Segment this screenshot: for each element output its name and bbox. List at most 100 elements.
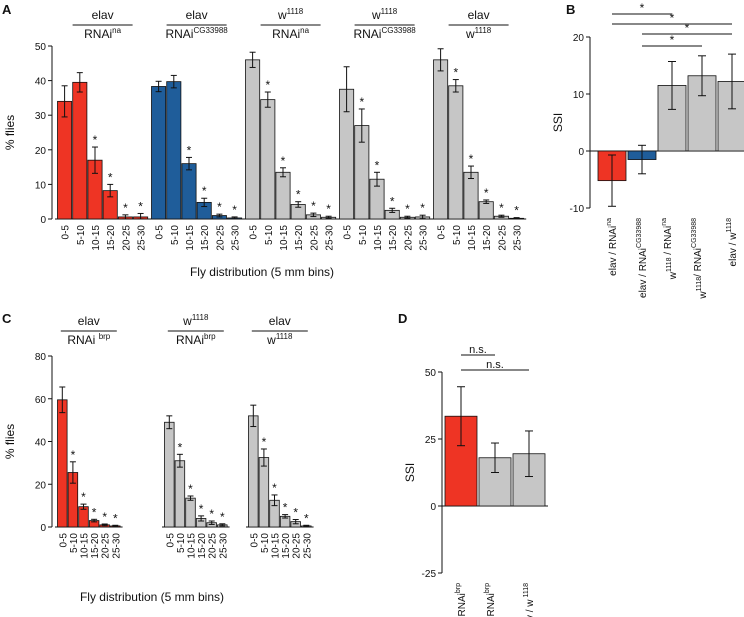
- category-label: 15-20: [90, 533, 101, 559]
- y-axis-title: SSI: [551, 113, 565, 132]
- y-tick-label: 60: [35, 395, 47, 406]
- category-label: 0-5: [58, 533, 69, 548]
- category-label: 15-20: [281, 533, 292, 559]
- bar-label: w1118/ RNAibrp: [484, 583, 502, 617]
- significance-star: *: [113, 511, 118, 525]
- category-label: 15-20: [482, 225, 493, 251]
- category-label: 25-30: [302, 533, 313, 559]
- category-label: 5-10: [452, 225, 463, 245]
- significance-star: *: [296, 188, 301, 202]
- significance-star: *: [262, 435, 267, 449]
- bar: [248, 415, 259, 528]
- category-label: 15-20: [106, 225, 117, 251]
- y-tick-label: 0: [40, 215, 46, 226]
- panel-label-c: C: [2, 311, 12, 326]
- category-label: 25-30: [513, 225, 524, 251]
- category-label: 20-25: [292, 533, 303, 559]
- y-tick-label: -10: [570, 204, 585, 215]
- significance-star: *: [209, 507, 214, 521]
- significance-star: *: [92, 505, 97, 519]
- bar: [433, 59, 449, 220]
- y-tick-label: 50: [35, 42, 47, 53]
- category-label: 10-15: [185, 225, 196, 251]
- category-label: 0-5: [249, 225, 260, 240]
- category-label: 10-15: [91, 225, 102, 251]
- bar-label: elav / RNAibrp: [455, 583, 468, 617]
- significance-star: *: [81, 490, 86, 504]
- genotype-bottom: RNAina: [84, 26, 121, 41]
- significance-star: *: [232, 203, 237, 217]
- category-label: 10-15: [279, 225, 290, 251]
- category-label: 20-25: [208, 533, 219, 559]
- bar: [181, 163, 197, 220]
- x-axis-title: Fly distribution (5 mm bins): [80, 590, 224, 604]
- category-label: 0-5: [437, 225, 448, 240]
- bar-label: elav / RNAiCG33988: [636, 218, 649, 298]
- bar-label: elav / w1118: [726, 218, 739, 267]
- bar: [717, 81, 744, 152]
- significance-star: *: [326, 202, 331, 216]
- significance-label: *: [640, 1, 645, 15]
- panel-label-b: B: [566, 2, 575, 17]
- bar-label: elav / RNAina: [606, 218, 619, 276]
- category-label: 25-30: [111, 533, 122, 559]
- category-label: 20-25: [309, 225, 320, 251]
- category-label: 10-15: [467, 225, 478, 251]
- genotype-top: elav: [269, 314, 291, 328]
- y-tick-label: 40: [35, 438, 47, 449]
- panel-label-a: A: [2, 2, 12, 17]
- significance-star: *: [469, 152, 474, 166]
- genotype-bottom: RNAiCG33988: [165, 26, 228, 41]
- y-axis-title: % flies: [3, 424, 17, 459]
- significance-star: *: [453, 66, 458, 80]
- category-label: 25-30: [218, 533, 229, 559]
- bar: [478, 201, 494, 220]
- significance-star: *: [390, 194, 395, 208]
- bar: [258, 457, 270, 528]
- significance-star: *: [359, 95, 364, 109]
- y-axis-title: % flies: [3, 115, 17, 150]
- bar: [151, 86, 167, 220]
- category-label: 25-30: [231, 225, 242, 251]
- category-label: 5-10: [76, 225, 87, 245]
- significance-star: *: [138, 199, 143, 213]
- panel-b: B -10 0 10 20 SSI elav / RNAina elav / RNAiCG3…: [551, 1, 744, 300]
- bar-label: w1118/ RNAiCG33988: [691, 218, 709, 300]
- category-label: 5-10: [69, 533, 80, 553]
- category-label: 10-15: [80, 533, 91, 559]
- panel-c: C 0 20 40 60 80 % flies Fly distribution (5 mm…: [2, 311, 314, 604]
- category-label: 5-10: [260, 533, 271, 553]
- bar: [448, 85, 464, 220]
- significance-star: *: [188, 482, 193, 496]
- genotype-top: elav: [468, 8, 490, 22]
- significance-star: *: [499, 201, 504, 215]
- category-label: 25-30: [325, 225, 336, 251]
- panel-a: A 0 10 20 30 40 50 % flies Fly distribution (5 …: [2, 2, 527, 279]
- significance-star: *: [272, 481, 277, 495]
- category-label: 0-5: [155, 225, 166, 240]
- significance-star: *: [102, 510, 107, 524]
- category-label: 20-25: [121, 225, 132, 251]
- panel-label-d: D: [398, 311, 407, 326]
- significance-star: *: [178, 440, 183, 454]
- bar: [57, 399, 68, 528]
- genotype-top: elav: [78, 314, 100, 328]
- significance-label: *: [670, 11, 675, 25]
- y-tick-label: 20: [35, 146, 47, 157]
- genotype-bottom: RNAi brp: [67, 332, 110, 347]
- y-tick-label: 80: [35, 352, 47, 363]
- category-label: 20-25: [497, 225, 508, 251]
- genotype-top: elav: [92, 8, 114, 22]
- bar: [260, 99, 276, 220]
- bar-label: w1118 / RNAina: [661, 218, 679, 280]
- y-tick-label: 10: [35, 180, 47, 191]
- bar: [275, 171, 291, 220]
- y-tick-label: 25: [425, 435, 437, 446]
- category-label: 15-20: [200, 225, 211, 251]
- significance-star: *: [304, 511, 309, 525]
- genotype-top: w1118: [277, 7, 304, 22]
- significance-star: *: [71, 448, 76, 462]
- genotype-top: elav: [186, 8, 208, 22]
- panel-d: D -25 0 25 50 SSI elav / RNAibrp w1118/ RNAibr…: [398, 311, 548, 617]
